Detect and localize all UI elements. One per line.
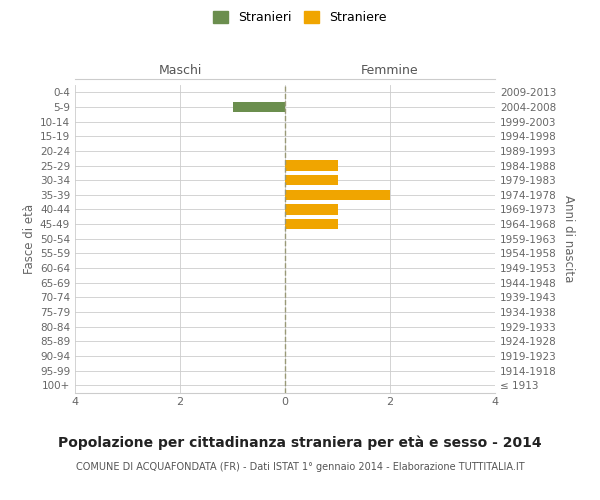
Y-axis label: Anni di nascita: Anni di nascita [562,195,575,282]
Bar [285,204,337,214]
Bar [233,102,285,112]
Text: COMUNE DI ACQUAFONDATA (FR) - Dati ISTAT 1° gennaio 2014 - Elaborazione TUTTITAL: COMUNE DI ACQUAFONDATA (FR) - Dati ISTAT… [76,462,524,472]
Bar [285,160,337,170]
Text: Femmine: Femmine [361,64,419,78]
Y-axis label: Fasce di età: Fasce di età [23,204,36,274]
Bar [285,190,390,200]
Legend: Stranieri, Straniere: Stranieri, Straniere [208,6,392,29]
Text: Maschi: Maschi [158,64,202,78]
Bar [285,175,337,186]
Bar [285,219,337,229]
Text: Popolazione per cittadinanza straniera per età e sesso - 2014: Popolazione per cittadinanza straniera p… [58,435,542,450]
